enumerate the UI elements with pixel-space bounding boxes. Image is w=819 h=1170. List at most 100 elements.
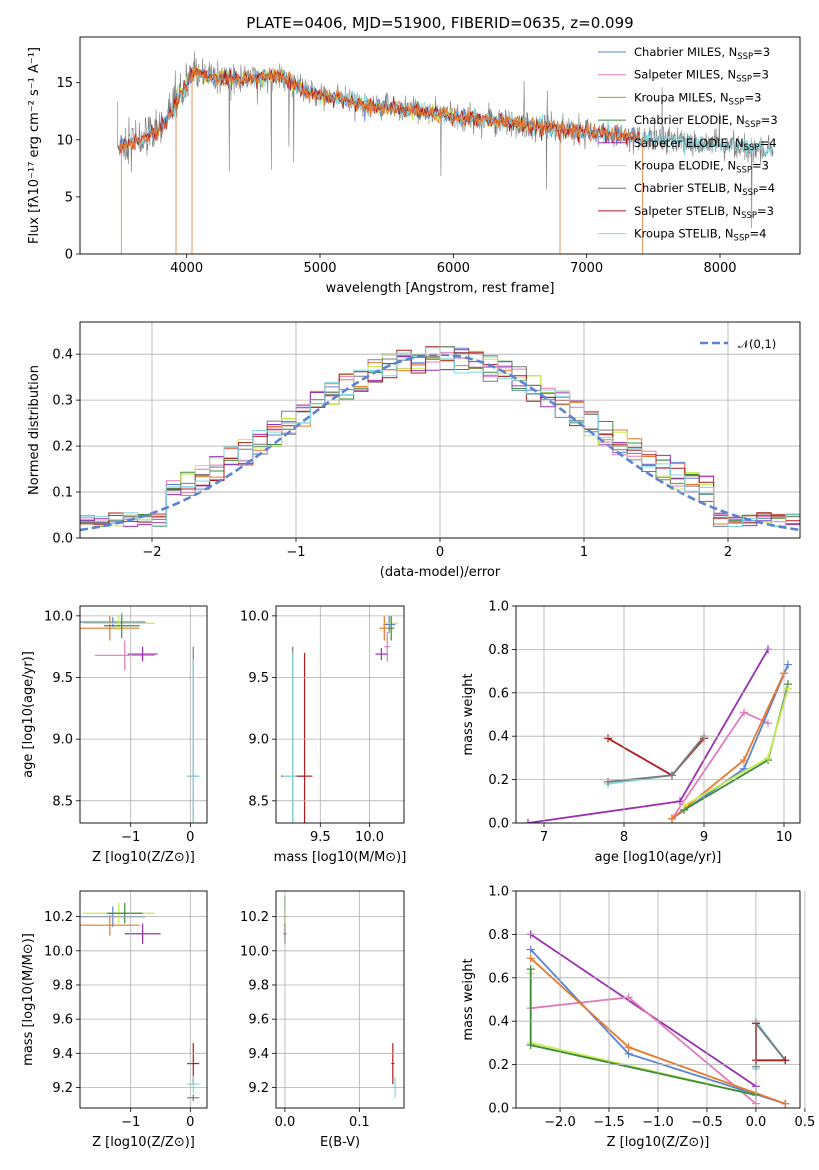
- tick-label-x: 9.5: [310, 830, 331, 845]
- legend-label: Chabrier STELIB, NSSP=4: [634, 181, 775, 198]
- axes-mass_vs_Z: −1 0 9.2 9.4 9.6 9.8 10.0 10.2 Z [log10(Z/Z⊙)] ma…: [21, 890, 208, 1150]
- tick-label-y: 0.6: [488, 686, 509, 701]
- legend-label: Chabrier ELODIE, NSSP=3: [634, 113, 778, 130]
- axes-frame: [79, 605, 208, 824]
- tick-label-x: −2.0: [544, 1115, 576, 1130]
- legend-label: Kroupa MILES, NSSP=3: [634, 90, 761, 107]
- axes-frame: [79, 36, 801, 255]
- tick-label-y: 10: [56, 133, 73, 148]
- figure-title: PLATE=0406, MJD=51900, FIBERID=0635, z=0…: [246, 14, 633, 32]
- tick-label-y: 9.4: [248, 1047, 269, 1062]
- x-axis-label: Z [log10(Z/Z⊙)]: [92, 850, 195, 865]
- plot-area-mass_vs_Z: [80, 902, 200, 1102]
- tick-label-x: 0.1: [349, 1115, 370, 1130]
- tick-label-x: 5000: [303, 261, 336, 276]
- tick-label-x: 0: [186, 1115, 194, 1130]
- y-axis-label: Normed distribution: [27, 365, 42, 495]
- tick-label-y: 10.2: [240, 910, 269, 925]
- tick-label-y: 0: [65, 248, 73, 263]
- tick-label-x: −0.5: [691, 1115, 723, 1130]
- tick-label-x: −1.0: [642, 1115, 674, 1130]
- tick-label-y: 15: [56, 76, 73, 91]
- tick-label-x: −1: [121, 1115, 140, 1130]
- tick-label-x: 10: [776, 830, 793, 845]
- weight-line: [607, 735, 705, 783]
- tick-label-y: 5: [65, 190, 73, 205]
- tick-label-y: 9.4: [52, 1047, 73, 1062]
- x-axis-label: Z [log10(Z/Z⊙)]: [92, 1135, 195, 1150]
- legend-label: Kroupa STELIB, NSSP=4: [634, 227, 766, 244]
- tick-label-x: 0.0: [275, 1115, 296, 1130]
- tick-label-x: 8000: [703, 261, 736, 276]
- legend-label: Salpeter ELODIE, NSSP=4: [634, 136, 777, 153]
- y-axis-label: age [log10(age/yr)]: [21, 651, 36, 778]
- tick-label-y: 10.0: [44, 609, 73, 624]
- plot-area-age_vs_Z: [80, 613, 200, 823]
- tick-label-y: 9.5: [52, 671, 73, 686]
- tick-label-y: 0.4: [488, 730, 509, 745]
- tick-label-x: 8: [620, 830, 628, 845]
- plot-area-mass_vs_ebv: [283, 896, 397, 1098]
- tick-label-y: 9.8: [248, 978, 269, 993]
- plot-area-spectrum: [117, 51, 774, 254]
- tick-label-x: 1: [580, 545, 588, 560]
- axes-weight_vs_age: 7 8 9 10 0.0 0.2 0.4 0.6 0.8 1.0 age [log10(age/yr…: [461, 600, 801, 865]
- tick-label-y: 0.0: [52, 532, 73, 547]
- axes-mass_vs_ebv: 0.0 0.1 9.2 9.4 9.6 9.8 10.0 10.2 E(B-V): [240, 890, 405, 1150]
- tick-label-y: 0.1: [52, 486, 73, 501]
- tick-label-y: 10.0: [44, 944, 73, 959]
- tick-label-x: 0.0: [746, 1115, 767, 1130]
- axes-age_vs_Z: −1 0 8.5 9.0 9.5 10.0 Z [log10(Z/Z⊙)] age [log1…: [21, 605, 208, 865]
- tick-label-x: 0: [436, 545, 444, 560]
- tick-label-x: 2: [724, 545, 732, 560]
- x-axis-label: wavelength [Angstrom, rest frame]: [326, 281, 555, 296]
- tick-label-y: 0.8: [488, 928, 509, 943]
- y-axis-label: Flux [fλ10⁻¹⁷ erg cm⁻² s⁻¹ A⁻¹]: [27, 47, 42, 244]
- tick-label-x: 6000: [437, 261, 470, 276]
- plot-area-age_vs_mass: [280, 615, 399, 823]
- tick-label-y: 9.0: [52, 733, 73, 748]
- tick-label-x: −1: [286, 545, 305, 560]
- tick-label-x: 0: [186, 830, 194, 845]
- axes-frame: [515, 605, 801, 824]
- axes-frame: [275, 890, 405, 1109]
- tick-label-y: 0.2: [52, 440, 73, 455]
- tick-label-x: 0.5: [795, 1115, 816, 1130]
- tick-label-y: 9.5: [248, 671, 269, 686]
- x-axis-label: Z [log10(Z/Z⊙)]: [607, 1135, 710, 1150]
- model-spectrum-line: [119, 67, 641, 154]
- axes-frame: [515, 890, 801, 1109]
- x-axis-label: age [log10(age/yr)]: [595, 850, 722, 865]
- axes-weight_vs_Z: −2.0 −1.5 −1.0 −0.5 0.0 0.5 0.0 0.2 0.4 0.6 0.8 1.0…: [461, 885, 815, 1151]
- tick-label-y: 9.2: [52, 1081, 73, 1096]
- weight-line: [529, 973, 757, 1096]
- legend-label: 𝒩(0,1): [738, 337, 776, 351]
- axes-frame: [79, 321, 801, 539]
- tick-label-x: −2: [142, 545, 161, 560]
- tick-label-y: 0.2: [488, 1058, 509, 1073]
- tick-label-x: 7: [540, 830, 548, 845]
- tick-label-y: 1.0: [488, 600, 509, 615]
- tick-label-y: 0.6: [488, 971, 509, 986]
- weight-line: [607, 737, 705, 777]
- tick-label-x: 10.0: [355, 830, 384, 845]
- model-spectrum-line: [119, 65, 641, 154]
- tick-label-x: 9: [700, 830, 708, 845]
- tick-label-y: 1.0: [488, 885, 509, 900]
- legend-label: Kroupa ELODIE, NSSP=3: [634, 159, 769, 176]
- y-axis-label: mass weight: [461, 673, 476, 755]
- legend-label: Chabrier MILES, NSSP=3: [634, 45, 770, 62]
- weight-line: [671, 672, 785, 820]
- tick-label-y: 9.0: [248, 733, 269, 748]
- tick-label-y: 10.2: [44, 910, 73, 925]
- tick-label-y: 9.6: [52, 1013, 73, 1028]
- axes-age_vs_mass: 9.5 10.0 8.5 9.0 9.5 10.0 mass [log10(M/M⊙)]: [240, 605, 406, 865]
- axes-frame: [275, 605, 405, 824]
- tick-label-y: 9.8: [52, 978, 73, 993]
- tick-label-x: 7000: [570, 261, 603, 276]
- y-axis-label: mass weight: [461, 958, 476, 1040]
- tick-label-x: 4000: [170, 261, 203, 276]
- tick-label-y: 8.5: [248, 794, 269, 809]
- x-axis-label: E(B-V): [320, 1135, 360, 1150]
